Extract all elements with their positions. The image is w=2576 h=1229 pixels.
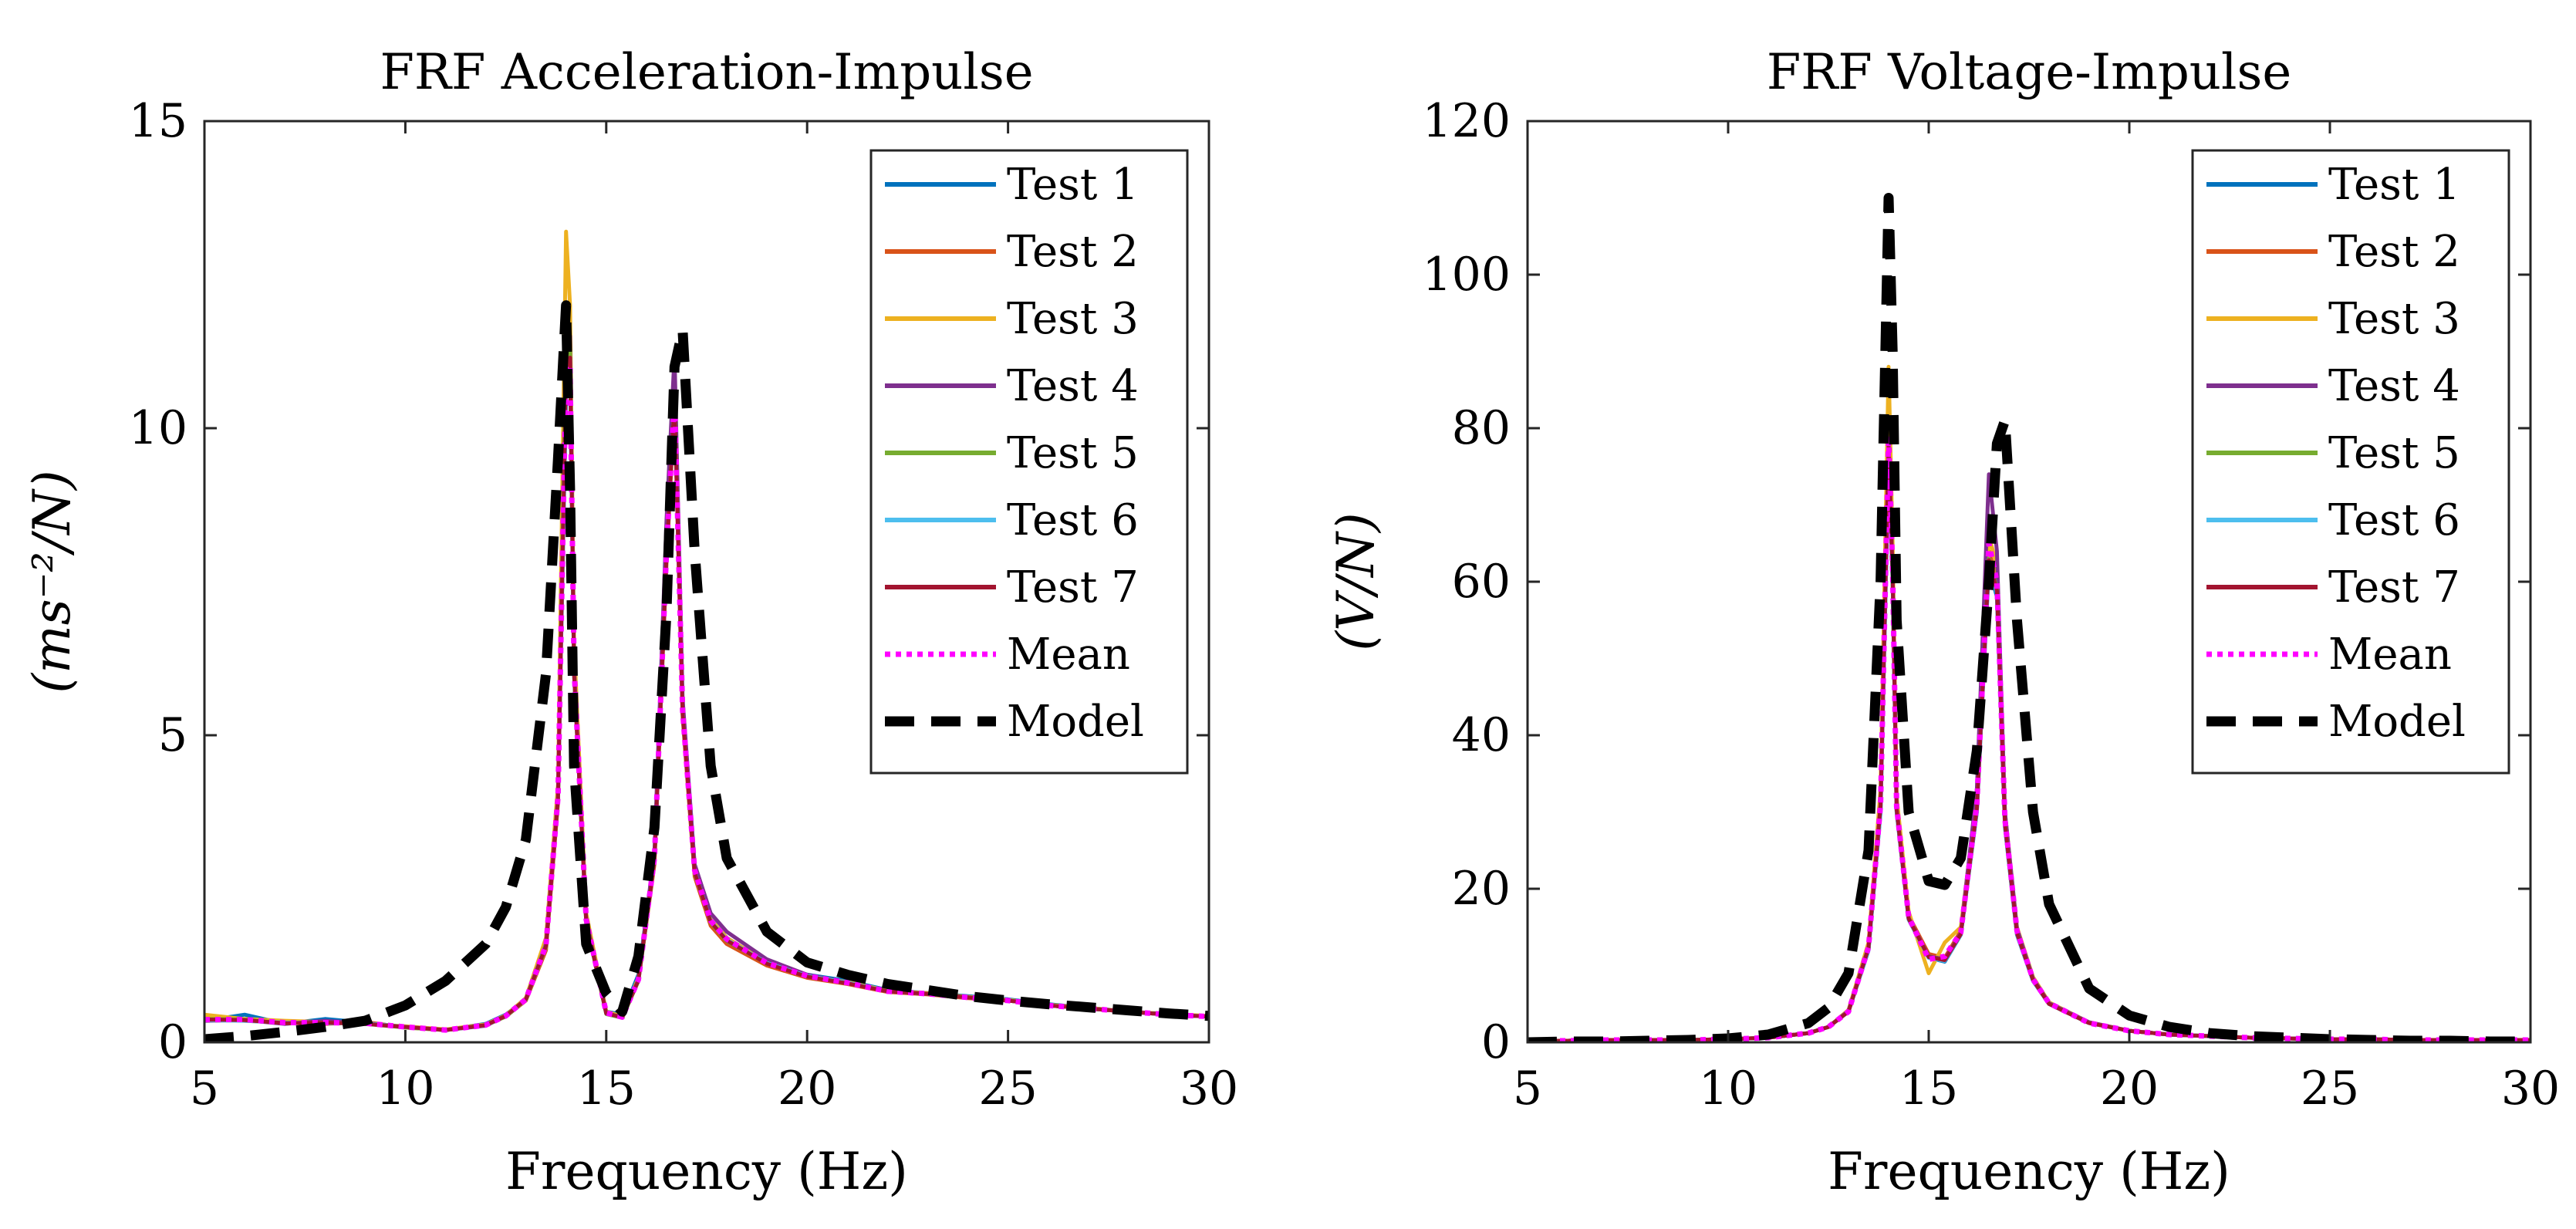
y-tick-label: 20 — [1452, 862, 1511, 916]
y-tick-label: 80 — [1452, 401, 1511, 455]
x-tick-label: 20 — [778, 1062, 836, 1116]
y-tick-label: 60 — [1452, 555, 1511, 609]
chart-title: FRF Acceleration-Impulse — [380, 44, 1033, 101]
x-tick-label: 25 — [978, 1062, 1037, 1116]
y-tick-label: 40 — [1452, 708, 1511, 762]
plot-area — [1528, 193, 2530, 1042]
chart-voltage-impulse: 5 10 15 20 25 30 0 20 40 60 80 100 120 FRF Voltage-Im… — [1326, 44, 2560, 1201]
chart-title: FRF Voltage-Impulse — [1767, 44, 2291, 101]
legend-label: Model — [1007, 697, 1144, 747]
y-tick-label: 100 — [1422, 248, 1511, 302]
y-axis-label: (ms⁻²/N) — [22, 470, 82, 693]
legend-label: Test 4 — [2328, 361, 2460, 411]
legend-label: Test 6 — [1007, 495, 1139, 545]
x-tick-label: 30 — [2501, 1062, 2560, 1116]
legend-label: Model — [2328, 697, 2466, 747]
legend-label: Test 7 — [2328, 562, 2460, 613]
legend-label: Test 5 — [1007, 428, 1139, 478]
legend-label: Test 1 — [1007, 160, 1139, 210]
x-tick-label: 25 — [2301, 1062, 2359, 1116]
x-tick-label: 5 — [190, 1062, 219, 1116]
y-tick-label: 5 — [158, 708, 187, 762]
legend-label: Test 7 — [1007, 562, 1139, 613]
x-tick-label: 30 — [1180, 1062, 1238, 1116]
axes-box — [203, 120, 1210, 1044]
legend-label: Test 1 — [2328, 160, 2460, 210]
y-tick-label: 120 — [1422, 94, 1511, 148]
legend-label: Mean — [1007, 630, 1130, 680]
legend-label: Test 2 — [2328, 227, 2460, 277]
x-tick-label: 5 — [1513, 1062, 1542, 1116]
series-line-mean — [1528, 433, 2530, 1042]
legend-label: Test 5 — [2328, 428, 2460, 478]
x-axis-label: Frequency (Hz) — [1828, 1142, 2230, 1201]
series-line-model — [1528, 193, 2530, 1042]
x-tick-label: 10 — [376, 1062, 434, 1116]
x-axis-label: Frequency (Hz) — [505, 1142, 908, 1201]
y-axis-label: (V/N) — [1326, 512, 1386, 650]
y-tick-label: 15 — [129, 94, 187, 148]
x-tick-label: 20 — [2100, 1062, 2159, 1116]
legend-label: Test 6 — [2328, 495, 2460, 545]
x-tick-label: 15 — [577, 1062, 636, 1116]
legend-label: Mean — [2328, 630, 2452, 680]
legend-box — [2191, 149, 2510, 775]
legend: Test 1 Test 2 Test 3 Test 4 Test 5 Test 6 Test… — [869, 149, 1189, 775]
legend-label: Test 3 — [2328, 294, 2460, 344]
legend-label: Test 3 — [1007, 294, 1139, 344]
legend-label: Test 2 — [1007, 227, 1139, 277]
plot-area — [204, 229, 1209, 1042]
legend-label: Test 4 — [1007, 361, 1139, 411]
x-tick-label: 10 — [1699, 1062, 1757, 1116]
y-tick-label: 0 — [158, 1015, 187, 1069]
y-tick-label: 0 — [1481, 1015, 1511, 1069]
y-tick-label: 10 — [129, 401, 187, 455]
x-tick-label: 15 — [1899, 1062, 1958, 1116]
legend-box — [869, 149, 1189, 775]
legend: Test 1 Test 2 Test 3 Test 4 Test 5 Test 6 Test… — [2191, 149, 2510, 775]
